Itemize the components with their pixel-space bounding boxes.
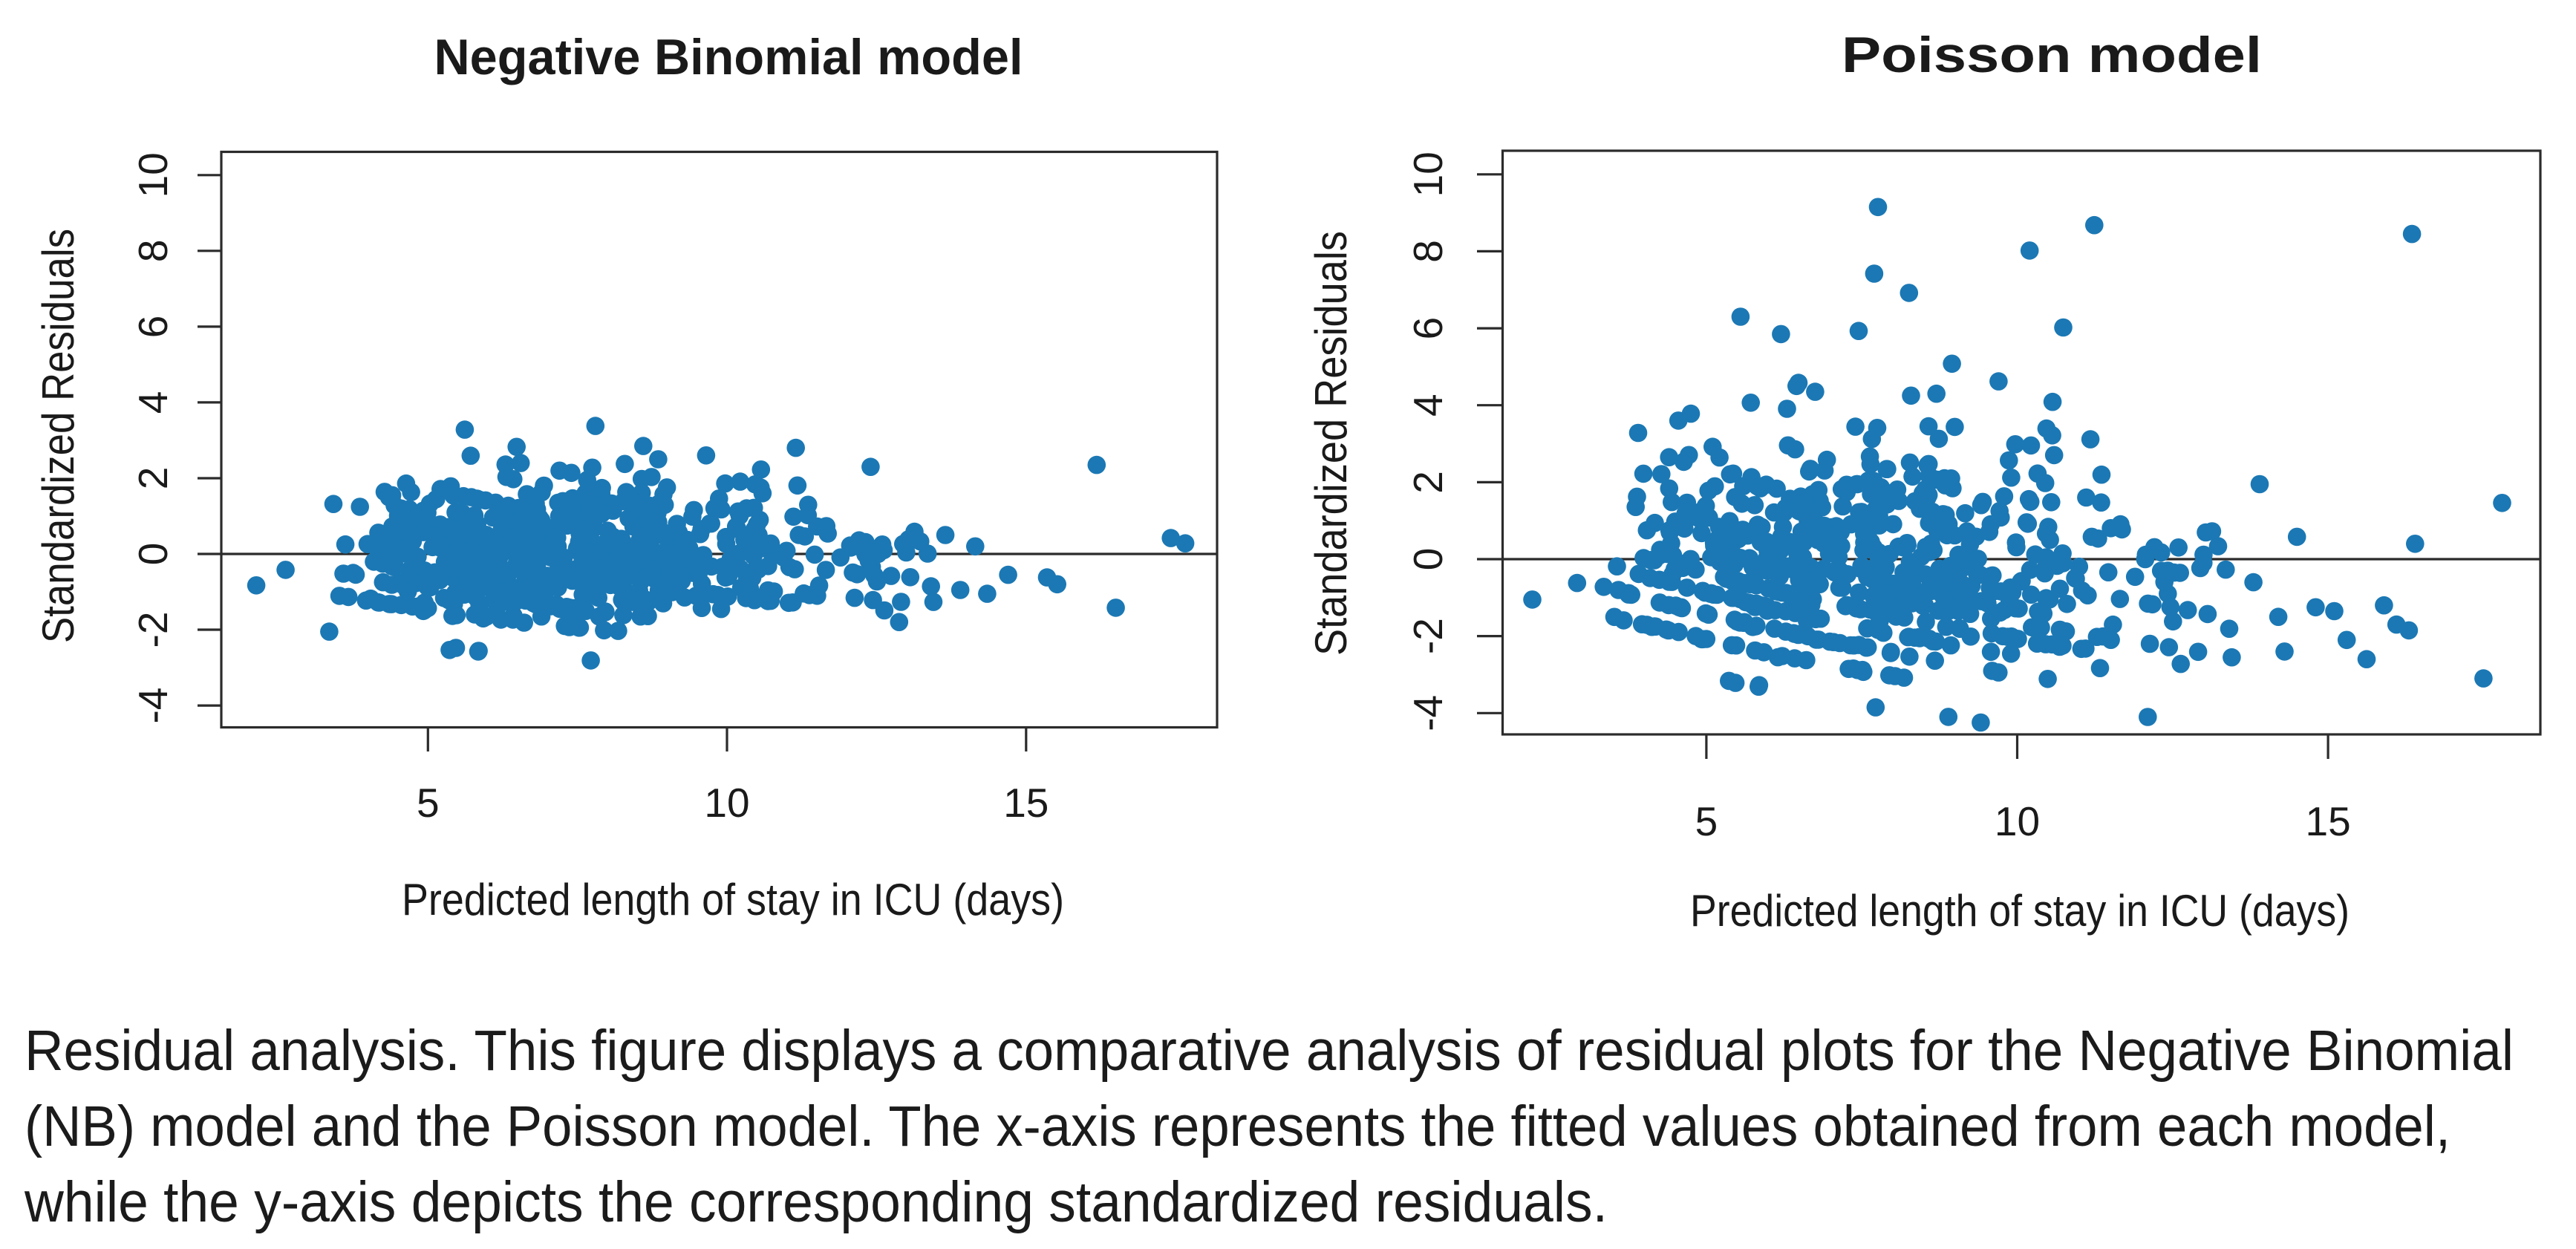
- svg-text:0: 0: [1405, 548, 1451, 571]
- svg-text:8: 8: [130, 240, 176, 263]
- svg-text:(NB) model and the Poisson mod: (NB) model and the Poisson model. The x-…: [25, 1095, 2451, 1158]
- svg-text:8: 8: [1405, 240, 1451, 263]
- svg-text:-2: -2: [1405, 618, 1451, 654]
- svg-text:5: 5: [417, 780, 440, 826]
- svg-text:5: 5: [1695, 798, 1718, 844]
- svg-text:10: 10: [704, 780, 749, 826]
- svg-text:Standardized Residuals: Standardized Residuals: [1306, 231, 1356, 656]
- svg-text:-4: -4: [130, 688, 176, 724]
- svg-text:Negative Binomial model: Negative Binomial model: [434, 29, 1023, 85]
- svg-text:Poisson model: Poisson model: [1842, 27, 2262, 83]
- svg-text:0: 0: [130, 543, 176, 566]
- svg-text:while the y-axis depicts the c: while the y-axis depicts the correspondi…: [24, 1170, 1608, 1234]
- svg-text:15: 15: [1003, 780, 1049, 826]
- svg-text:-4: -4: [1405, 695, 1451, 731]
- svg-text:Predicted length of stay in IC: Predicted length of stay in ICU (days): [402, 875, 1064, 924]
- svg-text:10: 10: [1995, 798, 2040, 844]
- svg-text:Predicted length of stay in IC: Predicted length of stay in ICU (days): [1690, 886, 2350, 936]
- svg-text:4: 4: [130, 391, 176, 414]
- svg-text:2: 2: [1405, 471, 1451, 494]
- svg-text:10: 10: [130, 152, 176, 198]
- svg-text:6: 6: [130, 316, 176, 339]
- svg-text:4: 4: [1405, 394, 1451, 417]
- svg-text:10: 10: [1405, 151, 1451, 197]
- svg-text:15: 15: [2306, 798, 2351, 844]
- svg-text:Residual analysis. This figure: Residual analysis. This figure displays …: [25, 1019, 2514, 1083]
- svg-text:Standardized Residuals: Standardized Residuals: [33, 229, 83, 643]
- svg-text:2: 2: [130, 467, 176, 490]
- svg-text:-2: -2: [130, 612, 176, 648]
- svg-text:6: 6: [1405, 317, 1451, 340]
